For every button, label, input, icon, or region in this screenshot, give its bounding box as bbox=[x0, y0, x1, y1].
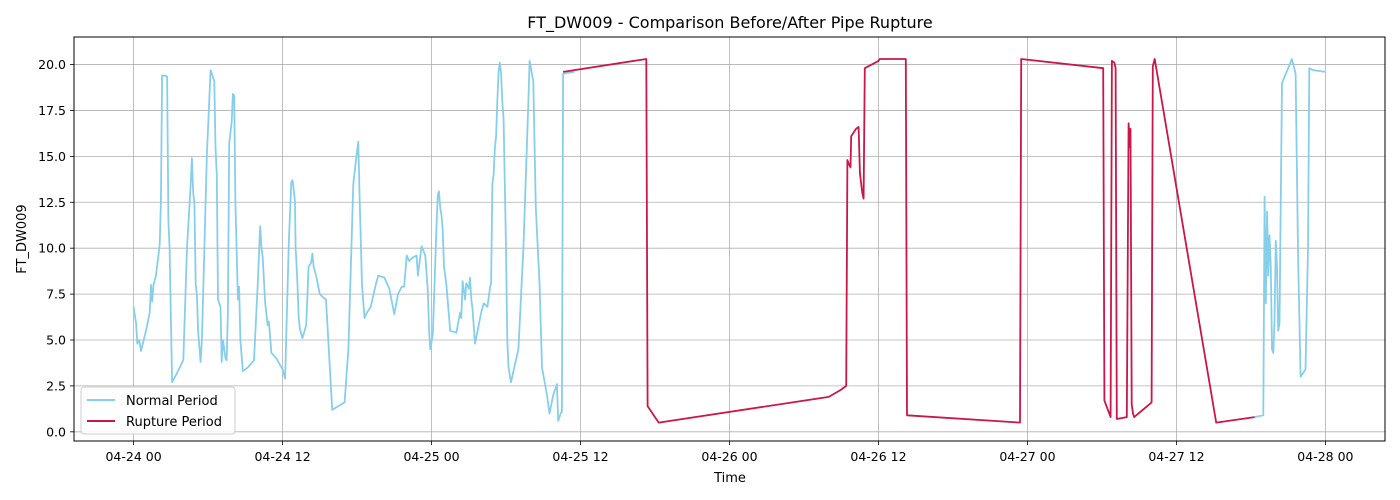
x-tick-label: 04-24 12 bbox=[254, 449, 310, 464]
legend-label-rupture-period: Rupture Period bbox=[126, 415, 222, 430]
grid bbox=[74, 37, 1385, 441]
y-axis-label: FT_DW009 bbox=[15, 204, 30, 273]
legend-box bbox=[80, 386, 236, 435]
y-tick-label: 0.0 bbox=[46, 424, 66, 439]
series-line-rupture-period bbox=[562, 58, 1255, 424]
x-tick-label: 04-25 00 bbox=[403, 449, 459, 464]
series-line-normal-period bbox=[1254, 58, 1326, 418]
y-tick-label: 10.0 bbox=[38, 241, 66, 256]
x-tick-label: 04-27 12 bbox=[1148, 449, 1204, 464]
y-tick-label: 7.5 bbox=[46, 287, 66, 302]
x-tick-label: 04-27 00 bbox=[999, 449, 1055, 464]
y-tick-label: 20.0 bbox=[38, 57, 66, 72]
y-axis-ticks: 0.0 2.5 5.0 7.5 10.0 12.5 15.0 17.5 20.0 bbox=[38, 57, 74, 439]
y-tick-label: 2.5 bbox=[46, 378, 66, 393]
y-tick-label: 5.0 bbox=[46, 333, 66, 348]
x-tick-label: 04-24 00 bbox=[105, 449, 161, 464]
legend-label-normal-period: Normal Period bbox=[126, 394, 218, 409]
y-tick-label: 17.5 bbox=[38, 103, 66, 118]
x-tick-label: 04-28 00 bbox=[1297, 449, 1353, 464]
x-tick-label: 04-26 00 bbox=[701, 449, 757, 464]
y-tick-label: 15.0 bbox=[38, 149, 66, 164]
x-axis-label: Time bbox=[713, 471, 746, 486]
series-lines bbox=[132, 58, 1326, 424]
legend: Normal Period Rupture Period bbox=[80, 386, 236, 435]
y-tick-label: 12.5 bbox=[38, 195, 66, 210]
x-tick-label: 04-25 12 bbox=[552, 449, 608, 464]
chart-title: FT_DW009 - Comparison Before/After Pipe … bbox=[527, 13, 932, 33]
x-tick-label: 04-26 12 bbox=[850, 449, 906, 464]
x-axis-ticks: 04-24 00 04-24 12 04-25 00 04-25 12 04-26 00… bbox=[105, 441, 1354, 464]
series-line-normal-period bbox=[132, 60, 575, 422]
